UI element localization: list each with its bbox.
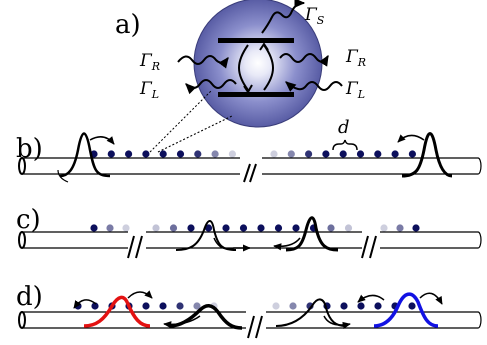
atom (106, 224, 114, 232)
atom (152, 224, 160, 232)
excited-level (218, 38, 294, 43)
gamma-s-label: ΓS (304, 5, 325, 27)
transition-left (238, 44, 249, 91)
atom (380, 224, 388, 232)
break-mark-c-left (127, 235, 143, 259)
waveguide-c (18, 231, 482, 249)
gamma-l-right-label: ΓL (345, 79, 365, 101)
atom-chain-d (74, 302, 416, 310)
atom (391, 150, 399, 158)
gamma-l-left-label: ΓL (139, 79, 159, 101)
panel-d-label: d) (16, 282, 43, 312)
gamma-s-emission (261, 0, 306, 34)
atom (91, 302, 99, 310)
atom (193, 302, 201, 310)
atom (159, 302, 167, 310)
atom (339, 150, 347, 158)
gamma-r-left-in (177, 55, 229, 69)
atom (289, 302, 297, 310)
atom (287, 150, 295, 158)
atom (340, 302, 348, 310)
atom (408, 302, 416, 310)
atom (159, 150, 167, 158)
atom-sphere (193, 0, 323, 128)
atom (272, 302, 280, 310)
atom (412, 224, 420, 232)
atom (204, 224, 213, 232)
pulse-black-d-left (169, 304, 243, 330)
atom (176, 150, 185, 158)
pulse-right-b (401, 132, 453, 178)
atom (396, 224, 404, 232)
atom (176, 302, 184, 310)
atom (211, 150, 219, 158)
atom (125, 150, 133, 158)
pulse-left-c (175, 220, 237, 251)
gamma-r-right-label: ΓR (345, 47, 366, 69)
atom (187, 224, 195, 232)
atom (90, 224, 98, 232)
atom (107, 150, 115, 158)
atom (257, 224, 265, 232)
break-mark-d (247, 315, 263, 339)
atom (305, 150, 313, 158)
pulse-blue-d (373, 292, 439, 328)
gamma-r-right-out (279, 53, 329, 67)
atom (228, 150, 236, 158)
atom (142, 150, 150, 158)
ground-level (218, 92, 294, 97)
break-mark-b (243, 163, 257, 183)
pulse-right-c (285, 216, 339, 252)
pulse-left-b (59, 132, 111, 178)
atom (408, 150, 416, 158)
atom (194, 150, 202, 158)
panel-c-label: c) (16, 205, 41, 235)
atom (222, 224, 230, 232)
atom (344, 224, 353, 232)
atom (327, 224, 335, 232)
atom (274, 224, 283, 232)
gamma-l-right-in (285, 81, 343, 92)
gamma-l-left-out (185, 79, 237, 95)
pulse-red-d (83, 295, 151, 328)
atom (239, 224, 248, 232)
atom (356, 150, 365, 158)
spacing-brace (332, 139, 358, 151)
atom-chain-b (90, 150, 416, 158)
zoom-line-right (157, 115, 233, 153)
atom (374, 302, 382, 310)
atom (142, 302, 150, 310)
zoom-line-left (149, 89, 213, 153)
atom (322, 150, 330, 158)
atom (122, 224, 130, 232)
spacing-label: d (338, 117, 350, 138)
atom (169, 224, 178, 232)
atom (374, 150, 382, 158)
panel-a-label: a) (115, 10, 141, 40)
atom (270, 150, 278, 158)
break-mark-c-right (361, 235, 377, 259)
gamma-r-left-label: ΓR (139, 51, 160, 73)
atom-chain-c (90, 224, 420, 232)
atom (357, 302, 365, 310)
pulse-black-d-right (275, 298, 347, 327)
waveguide-d (18, 311, 482, 329)
atom (292, 224, 300, 232)
